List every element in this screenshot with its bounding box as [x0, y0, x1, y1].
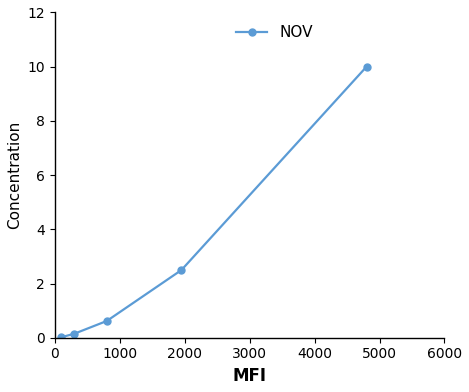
X-axis label: MFI: MFI — [233, 367, 267, 385]
Legend: NOV: NOV — [230, 19, 319, 46]
NOV — [364, 64, 370, 69]
NOV — [71, 331, 77, 336]
Y-axis label: Concentration: Concentration — [7, 121, 22, 229]
Line: NOV: NOV — [58, 63, 370, 341]
NOV — [104, 319, 110, 323]
NOV — [59, 335, 64, 339]
NOV — [179, 268, 184, 272]
